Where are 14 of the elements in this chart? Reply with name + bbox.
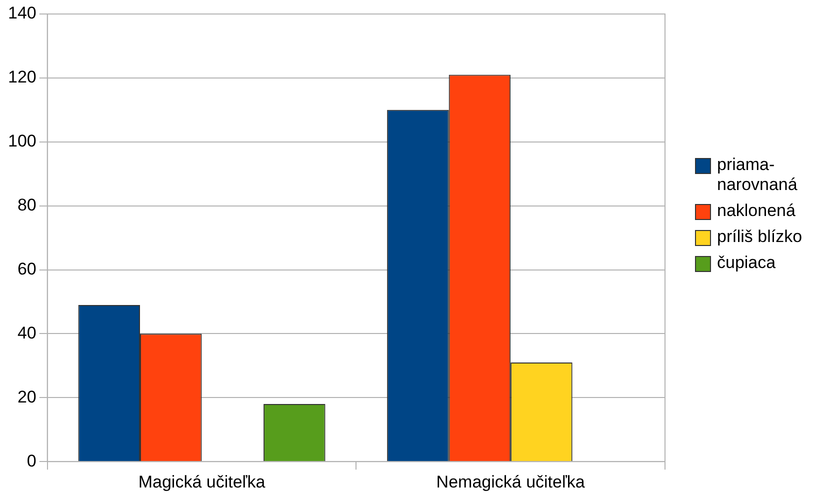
y-tick-label: 60 bbox=[17, 259, 36, 278]
x-tick-label: Nemagická učiteľka bbox=[436, 472, 586, 492]
y-tick-label: 0 bbox=[26, 451, 36, 470]
legend-label: priama-narovnaná bbox=[717, 155, 798, 195]
y-tick-label: 100 bbox=[8, 132, 36, 151]
y-tick-label: 40 bbox=[17, 323, 36, 342]
y-tick-label: 20 bbox=[17, 387, 36, 406]
legend-label: čupiaca bbox=[717, 253, 776, 273]
y-tick-label: 140 bbox=[8, 4, 36, 23]
legend-label: naklonená bbox=[717, 201, 796, 221]
y-tick-label: 80 bbox=[17, 196, 36, 215]
legend-label: príliš blízko bbox=[717, 227, 802, 247]
y-tick-label: 120 bbox=[8, 68, 36, 87]
x-tick-label: Magická učiteľka bbox=[138, 472, 266, 492]
